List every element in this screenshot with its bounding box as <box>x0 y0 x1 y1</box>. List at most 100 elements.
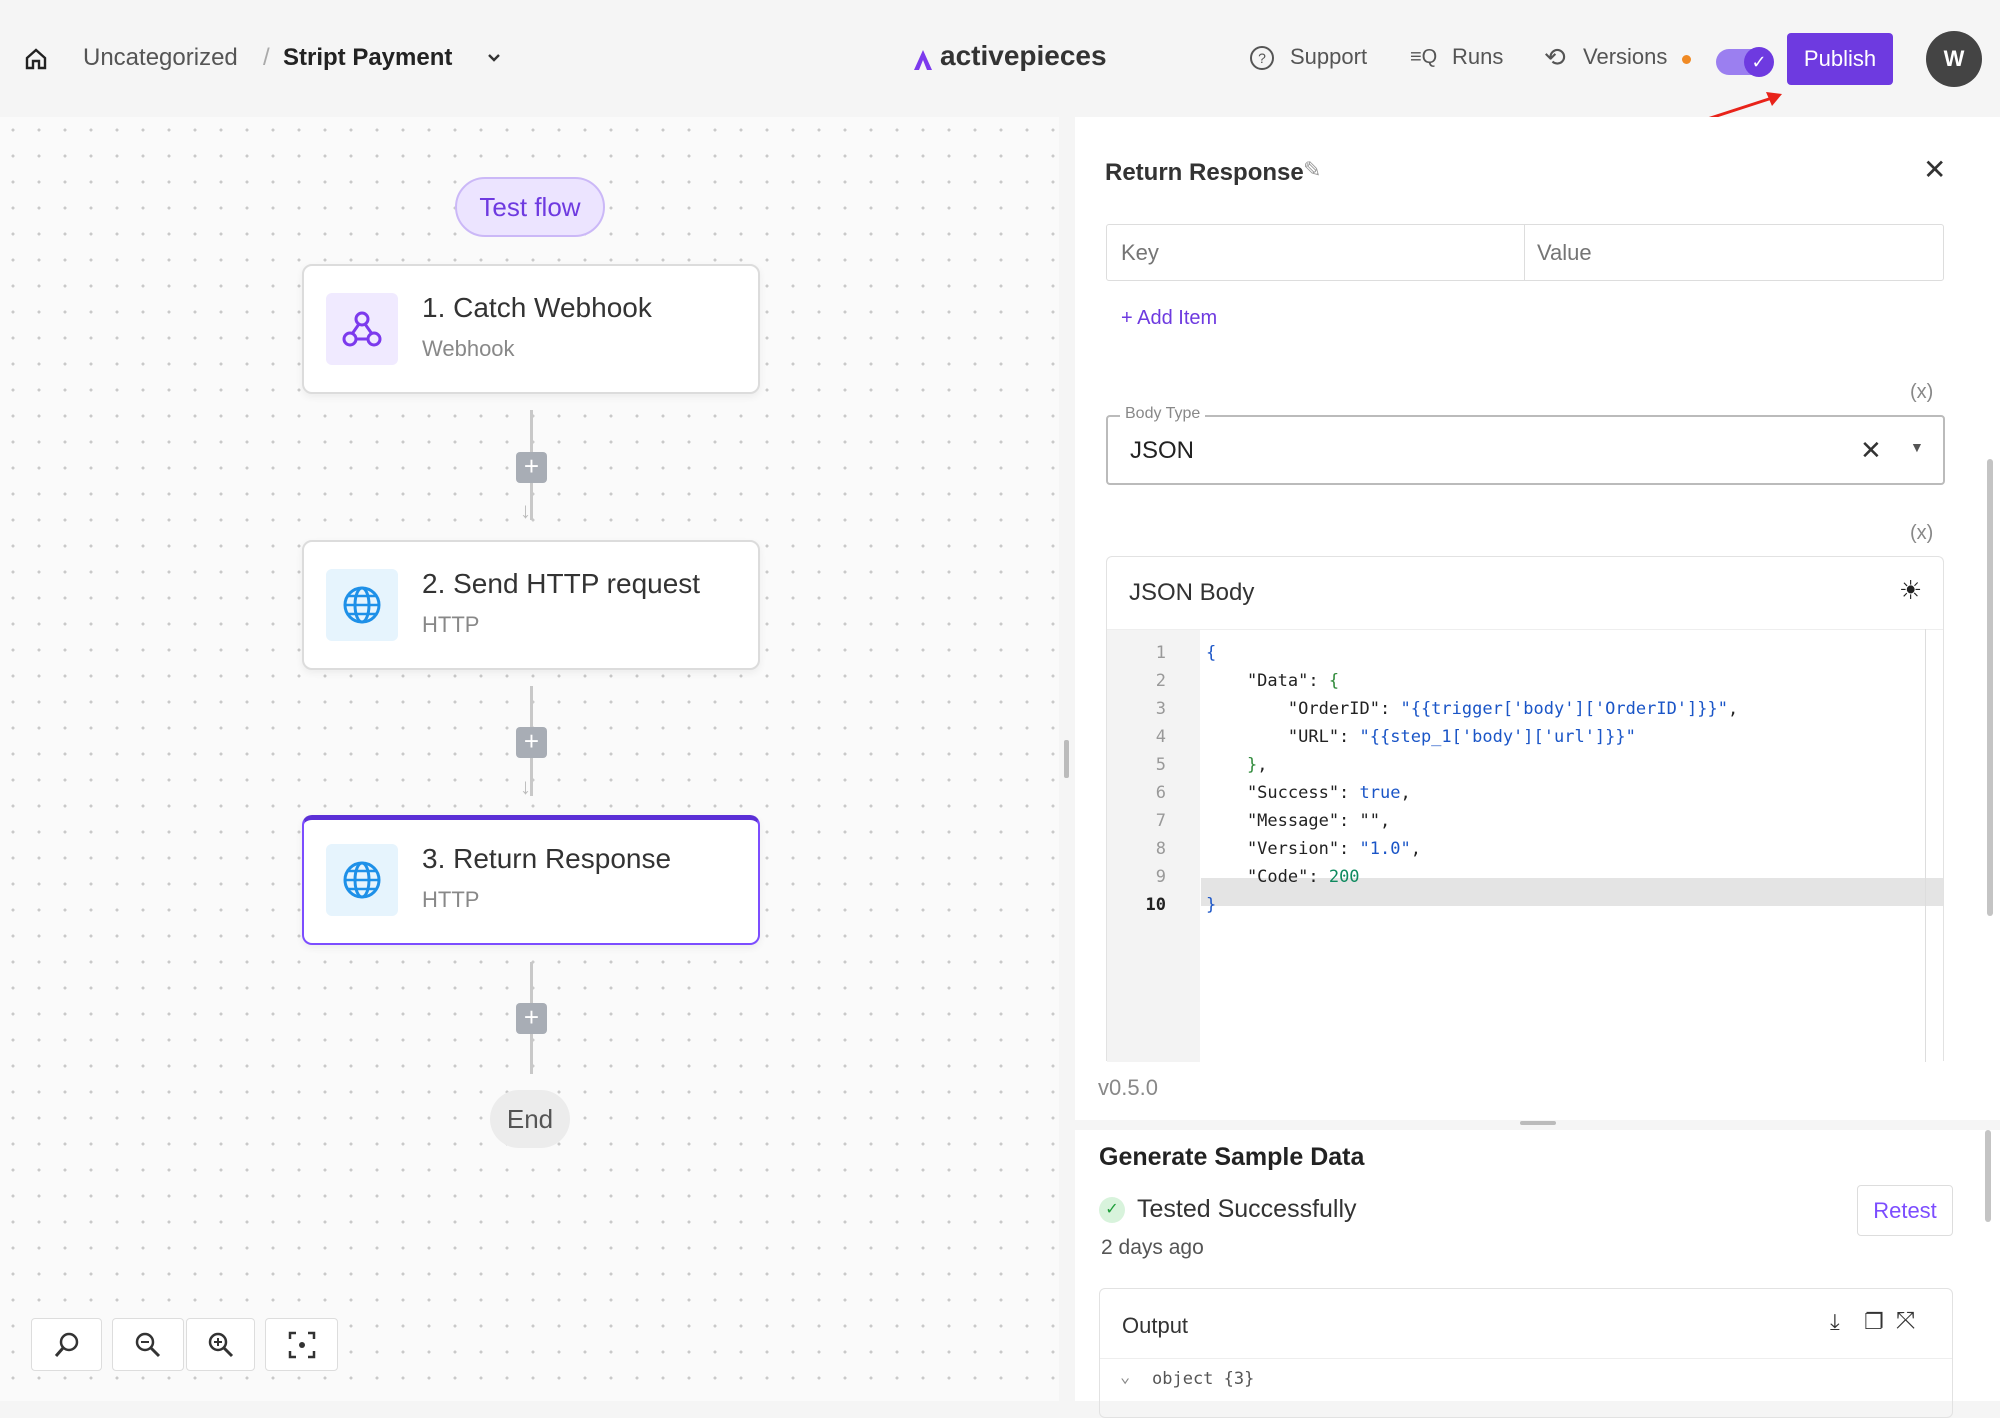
code-token: 200 <box>1328 867 1360 887</box>
close-icon[interactable]: ✕ <box>1923 154 1947 185</box>
globe-icon <box>326 844 398 916</box>
code-line: "Data": { <box>1206 671 1339 691</box>
activepieces-logo-icon <box>914 50 932 70</box>
top-bar: Uncategorized / Stript Payment activepie… <box>0 0 2000 126</box>
line-number: 1 <box>1155 643 1166 663</box>
body-type-value: JSON <box>1130 437 1195 464</box>
divider <box>1100 1358 1952 1359</box>
panel-scrollbar[interactable] <box>1987 459 1993 916</box>
code-token: , <box>1410 839 1421 859</box>
section-scrollbar[interactable] <box>1985 1130 1991 1222</box>
versions-dot <box>1682 55 1691 64</box>
sample-data-title: Generate Sample Data <box>1099 1143 1365 1171</box>
version-label: v0.5.0 <box>1098 1075 1158 1100</box>
code-line: "Code": 200 <box>1206 867 1360 887</box>
variable-toggle[interactable]: (x) <box>1910 522 1934 544</box>
code-token: } <box>1246 755 1258 775</box>
breadcrumb-folder[interactable]: Uncategorized <box>83 44 238 71</box>
edit-pencil-icon[interactable]: ✎ <box>1303 157 1322 182</box>
code-token: "URL": <box>1206 727 1360 747</box>
line-number: 3 <box>1155 699 1166 719</box>
code-token: , <box>1400 783 1411 803</box>
code-line: "Success": true, <box>1206 783 1411 803</box>
history-icon: ⟲ <box>1544 42 1566 72</box>
code-token: } <box>1206 895 1217 915</box>
code-line: "Message": "", <box>1206 811 1390 831</box>
code-token: "Version": <box>1206 839 1360 859</box>
line-number: 6 <box>1155 783 1166 803</box>
code-token: true <box>1359 783 1401 803</box>
runs-icon: ≡Q <box>1410 46 1438 68</box>
code-token: "Message": "", <box>1206 811 1391 831</box>
expand-icon[interactable]: ⤧ <box>1896 1307 1916 1334</box>
step-settings-panel: Return Response ✎ ✕ + Add Item (x) Body … <box>1075 117 2000 1120</box>
line-number: 4 <box>1155 727 1166 747</box>
code-token: "Success": <box>1206 783 1360 803</box>
step-title: 2. Send HTTP request <box>422 568 701 599</box>
chevron-down-icon[interactable]: ⌄ <box>1120 1367 1131 1387</box>
flow-step-catch-webhook[interactable]: 1. Catch Webhook Webhook <box>302 264 760 394</box>
publish-button[interactable]: Publish <box>1787 33 1893 85</box>
flow-name[interactable]: Stript Payment <box>283 44 453 71</box>
code-line: { <box>1206 643 1216 663</box>
code-line: }, <box>1206 755 1268 775</box>
versions-link[interactable]: Versions <box>1583 44 1668 69</box>
help-icon: ? <box>1250 46 1274 70</box>
code-token: , <box>1257 755 1268 775</box>
arrow-down-icon: ↓ <box>520 774 531 799</box>
zoom-out-button[interactable] <box>112 1318 184 1371</box>
zoom-fit-button[interactable] <box>31 1318 102 1371</box>
code-token: { <box>1328 671 1340 691</box>
download-icon[interactable]: ⤓ <box>1830 1309 1840 1334</box>
step-subtitle: HTTP <box>422 612 480 637</box>
editor-scrollbar[interactable] <box>1925 629 1926 1062</box>
panel-title: Return Response <box>1105 159 1304 186</box>
code-token: , <box>1727 699 1739 719</box>
home-icon[interactable] <box>24 47 48 71</box>
support-link[interactable]: Support <box>1290 44 1368 69</box>
runs-link[interactable]: Runs <box>1452 44 1504 69</box>
add-item-button[interactable]: + Add Item <box>1121 307 1218 329</box>
chevron-down-icon[interactable] <box>486 52 502 64</box>
zoom-in-icon <box>208 1332 233 1357</box>
test-time: 2 days ago <box>1101 1236 1204 1259</box>
zoom-fit-icon <box>54 1332 78 1357</box>
avatar[interactable]: W <box>1926 31 1982 87</box>
key-input[interactable] <box>1107 225 1525 280</box>
code-token: "Data": <box>1206 671 1329 691</box>
step-subtitle: HTTP <box>422 887 480 912</box>
key-value-row <box>1106 224 1944 281</box>
copy-icon[interactable]: ❐ <box>1864 1309 1884 1334</box>
code-line: "Version": "1.0", <box>1206 839 1421 859</box>
theme-toggle-icon[interactable]: ☀ <box>1899 575 1923 605</box>
variable-toggle[interactable]: (x) <box>1910 381 1934 403</box>
flow-enable-toggle[interactable]: ✓ <box>1716 47 1774 77</box>
flow-step-send-http[interactable]: 2. Send HTTP request HTTP <box>302 540 760 670</box>
code-token <box>1206 755 1247 775</box>
add-step-button[interactable]: + <box>516 452 547 483</box>
split-resize-handle[interactable] <box>1520 1121 1556 1125</box>
arrow-down-icon: ↓ <box>520 498 531 523</box>
code-token: "Code": <box>1206 867 1329 887</box>
add-step-button[interactable]: + <box>516 1003 547 1034</box>
step-title: 1. Catch Webhook <box>422 292 652 323</box>
clear-icon[interactable]: ✕ <box>1860 435 1882 465</box>
logo-text: activepieces <box>940 40 1107 71</box>
success-check-icon: ✓ <box>1099 1197 1125 1223</box>
line-number: 2 <box>1155 671 1166 691</box>
zoom-in-button[interactable] <box>186 1318 255 1371</box>
value-input[interactable] <box>1525 225 1943 280</box>
body-type-select[interactable]: Body Type JSON ✕ ▼ <box>1106 405 1945 485</box>
code-area[interactable] <box>1200 629 1943 1062</box>
json-body-label: JSON Body <box>1129 579 1255 606</box>
flow-step-return-response[interactable]: 3. Return Response HTTP <box>302 815 760 945</box>
test-flow-button[interactable]: Test flow <box>455 177 605 237</box>
code-token: { <box>1206 643 1217 663</box>
retest-button[interactable]: Retest <box>1857 1185 1953 1236</box>
add-step-button[interactable]: + <box>516 727 547 758</box>
focus-button[interactable] <box>265 1318 338 1371</box>
line-number: 8 <box>1155 839 1166 859</box>
resize-handle[interactable] <box>1064 740 1069 778</box>
dropdown-arrow-icon[interactable]: ▼ <box>1910 439 1924 455</box>
code-token: "OrderID": <box>1206 699 1401 719</box>
